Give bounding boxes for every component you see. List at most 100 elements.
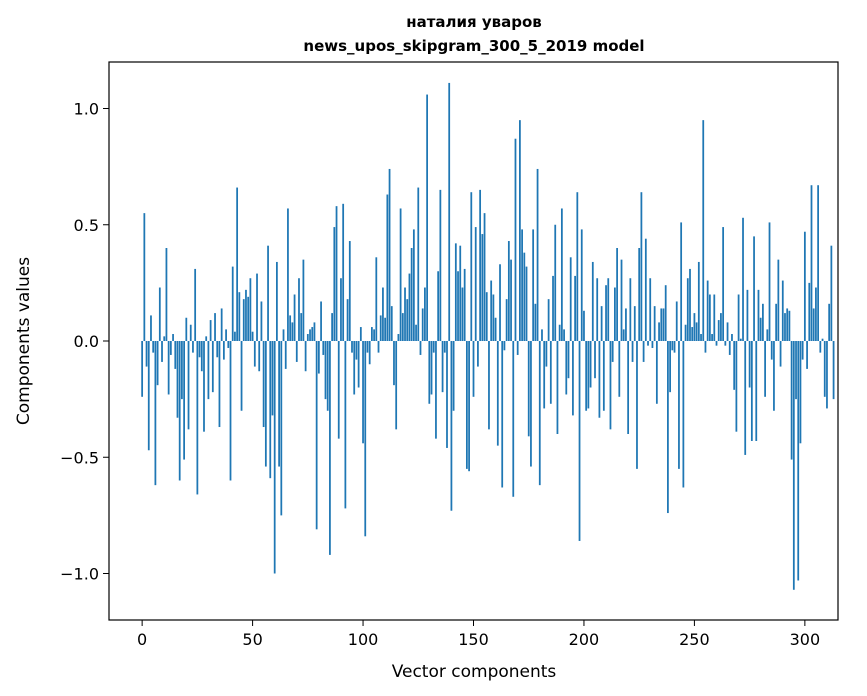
bar-90 [340, 278, 342, 341]
bar-167 [510, 259, 512, 342]
bar-103 [368, 341, 371, 365]
bar-28 [203, 341, 205, 432]
bar-150 [472, 341, 475, 397]
x-tick-label: 250 [679, 630, 710, 649]
bar-85 [329, 341, 331, 555]
bar-237 [664, 285, 667, 341]
bar-122 [410, 248, 413, 341]
bar-296 [795, 341, 797, 400]
bar-257 [708, 294, 711, 341]
bar-268 [733, 341, 736, 390]
y-axis-label: Components values [14, 257, 34, 425]
bar-59 [271, 341, 274, 416]
bar-125 [417, 187, 420, 341]
bar-62 [278, 341, 280, 467]
bar-231 [651, 341, 654, 348]
bar-205 [594, 341, 596, 379]
bar-35 [218, 341, 221, 428]
bar-156 [485, 292, 488, 341]
bar-161 [496, 341, 499, 446]
bar-262 [720, 313, 722, 341]
bar-57 [267, 245, 269, 341]
bar-143 [457, 271, 459, 341]
bar-100 [362, 341, 364, 444]
bar-181 [541, 329, 543, 342]
bar-247 [686, 278, 689, 341]
bar-204 [591, 261, 594, 341]
bar-72 [300, 313, 303, 341]
bar-105 [373, 329, 375, 342]
bar-289 [779, 341, 782, 367]
bar-229 [647, 341, 649, 346]
bar-78 [313, 322, 316, 341]
bar-267 [731, 334, 733, 341]
bar-292 [786, 308, 789, 341]
bar-27 [200, 341, 203, 372]
bar-301 [806, 341, 808, 369]
bar-198 [578, 341, 581, 541]
bar-302 [808, 282, 811, 342]
bar-285 [770, 341, 773, 360]
y-axis-ticks: −1.0 −0.5 0.0 0.5 1.0 [60, 100, 109, 584]
bar-227 [642, 341, 645, 362]
bar-309 [823, 341, 826, 397]
bar-294 [790, 341, 793, 460]
bar-256 [706, 280, 709, 341]
bar-55 [262, 341, 265, 428]
bar-75 [306, 334, 309, 341]
bar-149 [470, 192, 473, 341]
bar-65 [284, 341, 287, 369]
bar-41 [231, 266, 234, 341]
bar-36 [220, 308, 223, 341]
bar-71 [298, 278, 300, 341]
bar-180 [538, 341, 541, 486]
bar-313 [832, 341, 835, 400]
x-tick-label: 0 [137, 630, 147, 649]
bar-137 [443, 341, 446, 353]
bar-311 [828, 303, 831, 341]
bar-263 [722, 227, 725, 341]
bar-120 [406, 299, 409, 341]
bar-221 [629, 278, 632, 341]
bar-266 [728, 341, 731, 355]
bar-243 [678, 341, 680, 469]
bar-226 [640, 192, 643, 341]
bar-81 [320, 301, 322, 341]
bars [141, 82, 835, 590]
bar-6 [154, 341, 157, 486]
bar-273 [744, 341, 747, 455]
bar-209 [602, 341, 605, 411]
bar-58 [269, 341, 272, 479]
bar-274 [746, 289, 749, 341]
bar-89 [337, 341, 340, 439]
bar-271 [739, 338, 742, 341]
bar-165 [505, 299, 508, 341]
bar-222 [631, 341, 634, 362]
bar-283 [766, 329, 769, 342]
bar-303 [810, 185, 813, 341]
bar-101 [364, 341, 367, 537]
bar-145 [461, 287, 464, 341]
bar-233 [655, 341, 658, 404]
bar-17 [178, 341, 181, 481]
x-tick-label: 100 [348, 630, 379, 649]
bar-16 [176, 341, 179, 418]
bar-68 [291, 322, 294, 341]
bar-278 [755, 341, 758, 441]
bar-61 [276, 261, 278, 341]
bar-291 [784, 313, 786, 341]
bar-29 [205, 336, 208, 341]
bar-288 [777, 259, 780, 342]
bar-234 [658, 322, 660, 341]
chart-title: наталия уваров news_upos_skipgram_300_5_… [303, 13, 644, 55]
bar-26 [198, 341, 201, 358]
bar-7 [156, 341, 159, 386]
bar-151 [474, 227, 477, 341]
x-tick-label: 300 [790, 630, 821, 649]
bar-51 [253, 341, 256, 367]
bar-242 [675, 301, 678, 341]
bar-107 [377, 341, 380, 353]
bar-123 [412, 229, 415, 341]
bar-102 [366, 341, 369, 353]
bar-254 [702, 120, 705, 342]
